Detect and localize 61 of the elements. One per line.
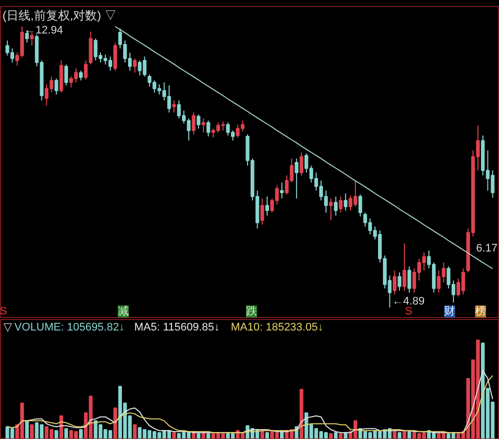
bar (64, 428, 68, 438)
bar (398, 432, 402, 438)
bar (338, 433, 343, 438)
text: MA10: 185233.05↓ (230, 322, 324, 334)
annotation: S (0, 306, 8, 318)
bar (25, 420, 29, 438)
bar (407, 431, 412, 438)
bar (132, 424, 137, 438)
legend-title: ▽ (4, 322, 12, 334)
candlestick (202, 118, 206, 133)
bar (334, 432, 338, 438)
bar (202, 432, 206, 438)
candlestick (64, 64, 68, 86)
candlestick (172, 100, 176, 113)
candlestick (334, 196, 338, 216)
candlestick (192, 112, 196, 135)
candlestick (206, 120, 210, 137)
candlestick (338, 196, 343, 214)
annotation: 榜 (475, 304, 486, 318)
candlestick (54, 78, 58, 95)
bar (300, 388, 304, 438)
candlestick (358, 194, 362, 217)
bar (79, 429, 83, 438)
candlestick (132, 58, 137, 74)
bar (392, 431, 396, 438)
annotation: 财 (444, 304, 456, 318)
text: VOLUME: 105695.82↓ (14, 322, 124, 334)
annotation: ←4.89 (392, 296, 425, 308)
candlestick (196, 114, 200, 130)
candlestick (88, 31, 93, 65)
text: MA5: 115609.85↓ (134, 322, 220, 334)
candlestick (260, 198, 264, 226)
candlestick (402, 242, 406, 292)
candlestick (79, 70, 83, 81)
candlestick (84, 60, 88, 80)
candlestick (398, 272, 402, 292)
candlestick (329, 198, 333, 221)
bar (172, 432, 176, 438)
candlestick (392, 270, 396, 296)
bar (344, 432, 348, 438)
candlestick (280, 182, 284, 199)
candlestick (407, 266, 412, 294)
bar (30, 424, 34, 438)
candlestick (294, 158, 298, 199)
bar (402, 430, 406, 438)
bar (206, 433, 210, 438)
annotation: 减 (118, 304, 129, 318)
bar (329, 433, 333, 438)
chart-title: (日线,前复权,对数) ▽ (2, 8, 116, 22)
bar (113, 408, 118, 438)
annotation: 跌 (246, 306, 257, 318)
bar (54, 430, 58, 438)
annotation: S (405, 306, 412, 318)
candlestick (113, 42, 118, 72)
candlestick (300, 152, 304, 176)
candlestick (344, 192, 348, 212)
annotation: 6.17 (476, 242, 498, 254)
annotation: ←12.94 (24, 24, 64, 36)
bar (196, 433, 200, 438)
bar (265, 432, 270, 438)
candlestick (265, 196, 270, 216)
